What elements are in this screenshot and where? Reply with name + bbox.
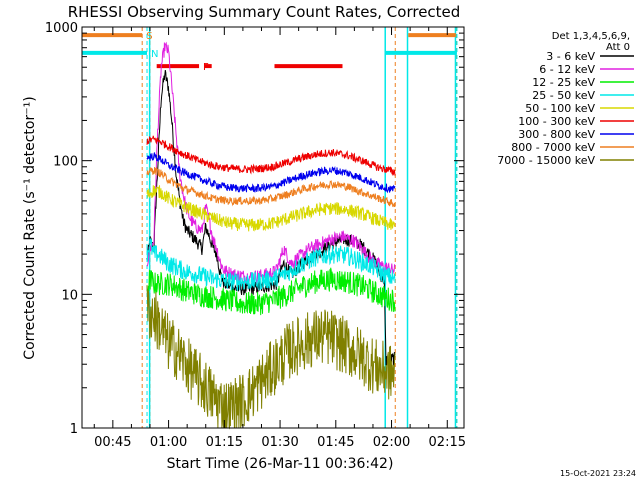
flag-bars: SN F [82, 31, 457, 73]
series-line-8 [146, 285, 396, 430]
series-line-5 [146, 135, 396, 177]
y-tick-label-3: 1000 [45, 21, 78, 36]
x-tick-label-5: 02:00 [373, 435, 410, 450]
x-tick-label-0: 00:45 [94, 435, 131, 450]
legend-label-4: 50 - 100 keV [525, 102, 595, 115]
x-tick-label-4: 01:45 [317, 435, 354, 450]
series-line-0 [146, 70, 396, 366]
x-axis-label: Start Time (26-Mar-11 00:36:42) [167, 456, 394, 472]
series-line-4 [146, 185, 396, 232]
series-line-6 [146, 152, 396, 194]
plot-frame [81, 26, 465, 429]
legend-label-5: 100 - 300 keV [518, 115, 595, 128]
legend-label-3: 25 - 50 keV [532, 89, 595, 102]
legend-label-7: 800 - 7000 keV [511, 141, 595, 154]
series-line-7 [146, 166, 396, 208]
legend-label-1: 6 - 12 keV [539, 63, 595, 76]
axes: 00:45 01:00 01:15 01:30 01:45 02:00 02:15 1 10 10… [45, 21, 466, 450]
legend-label-0: 3 - 6 keV [546, 50, 595, 63]
series-line-2 [146, 267, 396, 316]
y-tick-label-2: 100 [53, 155, 78, 170]
marker-lines [141, 27, 458, 428]
series-group [146, 41, 396, 430]
flag-label-N: N [151, 49, 158, 60]
legend-header-0: Det 1,3,4,5,6,9, [552, 31, 630, 42]
chart-title: RHESSI Observing Summary Count Rates, Co… [68, 3, 461, 21]
y-tick-label-0: 1 [70, 422, 78, 437]
legend-header-1: Att 0 [606, 42, 630, 53]
series-line-3 [146, 237, 396, 292]
flag-label-S: S [146, 31, 152, 42]
x-tick-label-1: 01:00 [150, 435, 187, 450]
y-tick-label-1: 10 [61, 288, 78, 303]
legend-label-8: 7000 - 15000 keV [497, 154, 595, 167]
legend-label-6: 300 - 800 keV [518, 128, 595, 141]
date-stamp: 15-Oct-2021 23:24 [560, 469, 636, 478]
flag-label-F: F [203, 62, 209, 73]
x-tick-label-2: 01:15 [206, 435, 243, 450]
x-tick-label-6: 02:15 [429, 435, 466, 450]
x-tick-label-3: 01:30 [261, 435, 298, 450]
legend-label-2: 12 - 25 keV [532, 76, 595, 89]
y-axis-label: Corrected Count Rate (s⁻¹ detector⁻¹) [22, 96, 38, 359]
